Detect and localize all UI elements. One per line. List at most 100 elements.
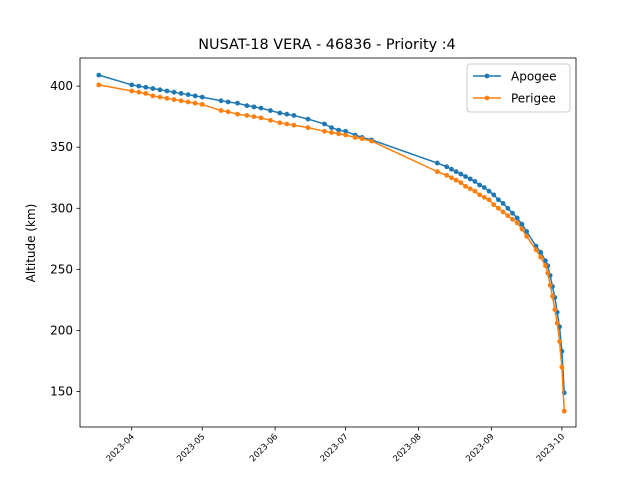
perigee-data-point (538, 254, 544, 260)
perigee-data-point (472, 188, 478, 194)
apogee-data-point (434, 160, 440, 166)
apogee-legend-marker (484, 73, 490, 79)
apogee-data-point (268, 108, 273, 113)
perigee-data-point (514, 220, 520, 226)
perigee-data-point (545, 270, 551, 276)
apogee-data-point (467, 176, 473, 182)
apogee-data-point (178, 91, 184, 96)
apogee-data-point (496, 197, 501, 203)
apogee-data-point (505, 205, 511, 211)
perigee-data-point (491, 202, 497, 208)
apogee-data-point (444, 164, 450, 170)
apogee-data-point (164, 88, 170, 94)
apogee-data-point (514, 215, 520, 221)
y-tick-label: 150 (50, 385, 73, 399)
apogee-data-point (486, 188, 492, 194)
perigee-data-point (192, 100, 198, 106)
apogee-data-point (136, 83, 142, 89)
perigee-data-point (136, 89, 142, 95)
apogee-data-point (500, 201, 506, 206)
perigee-data-point (129, 88, 135, 94)
perigee-data-point (547, 282, 553, 288)
y-tick-label: 200 (50, 323, 73, 337)
perigee-data-point (268, 117, 273, 123)
apogee-legend-label: Apogee (511, 70, 557, 84)
perigee-data-point (329, 130, 334, 135)
perigee-data-point (519, 226, 525, 232)
perigee-data-point (284, 121, 290, 127)
perigee-data-point (343, 132, 349, 138)
apogee-data-point (453, 169, 459, 175)
perigee-data-point (505, 213, 511, 219)
apogee-data-point (143, 84, 149, 90)
apogee-data-point (472, 179, 478, 184)
perigee-data-point (449, 175, 454, 181)
apogee-data-point (284, 111, 290, 117)
perigee-data-point (150, 93, 156, 99)
apogee-data-point (322, 121, 327, 127)
perigee-data-point (164, 95, 170, 101)
apogee-data-point (251, 104, 257, 110)
perigee-data-point (496, 205, 501, 211)
perigee-data-point (244, 113, 250, 118)
apogee-data-point (329, 125, 334, 131)
apogee-data-point (519, 221, 525, 227)
perigee-data-point (453, 177, 459, 183)
perigee-data-point (322, 128, 327, 134)
perigee-data-point (171, 97, 177, 102)
apogee-data-point (510, 210, 515, 216)
perigee-data-point (143, 91, 149, 96)
perigee-data-point (467, 186, 473, 192)
y-tick-label: 350 (50, 140, 73, 154)
legend: Apogee Perigee (466, 63, 571, 113)
apogee-data-point (185, 92, 191, 98)
apogee-data-point (150, 86, 156, 91)
perigee-data-point (352, 135, 358, 140)
apogee-data-point (192, 93, 198, 99)
apogee-data-point (458, 171, 464, 177)
chart-title: NUSAT-18 VERA - 46836 - Priority :4 (198, 37, 455, 53)
perigee-data-point (559, 364, 565, 370)
perigee-data-point (543, 263, 548, 269)
perigee-data-point (251, 114, 257, 120)
perigee-data-point (524, 233, 530, 239)
perigee-data-point (533, 247, 539, 253)
perigee-data-point (199, 102, 205, 107)
apogee-data-point (463, 174, 468, 179)
perigee-data-point (510, 216, 515, 222)
perigee-data-point (305, 125, 311, 131)
plot-frame (79, 57, 577, 428)
perigee-data-point (359, 136, 365, 142)
apogee-data-point (343, 128, 349, 134)
perigee-data-point (500, 209, 506, 215)
perigee-data-point (550, 293, 555, 299)
apogee-data-point (96, 72, 102, 78)
perigee-data-point (336, 131, 341, 137)
apogee-data-point (129, 82, 135, 88)
y-tick-label: 400 (50, 79, 73, 93)
perigee-data-point (463, 183, 468, 189)
apogee-data-point (258, 105, 264, 111)
apogee-data-point (218, 98, 224, 104)
y-tick-label: 250 (50, 262, 73, 276)
perigee-data-point (369, 138, 374, 144)
perigee-legend-marker (484, 95, 490, 101)
perigee-data-point (561, 408, 567, 414)
apogee-data-point (449, 166, 454, 172)
apogee-data-point (225, 99, 231, 105)
perigee-data-point (291, 122, 297, 128)
perigee-data-point (258, 115, 264, 121)
y-axis-label: Altitude (km) (24, 204, 38, 283)
perigee-legend-label: Perigee (511, 92, 556, 106)
perigee-data-point (96, 82, 102, 88)
perigee-data-point (434, 169, 440, 175)
apogee-data-point (171, 89, 177, 95)
apogee-data-point (277, 110, 283, 116)
perigee-data-point (486, 197, 492, 203)
perigee-data-point (218, 108, 224, 113)
apogee-data-point (199, 94, 205, 100)
perigee-data-point (225, 109, 231, 115)
y-tick-label: 300 (50, 201, 73, 215)
apogee-data-point (491, 192, 497, 198)
